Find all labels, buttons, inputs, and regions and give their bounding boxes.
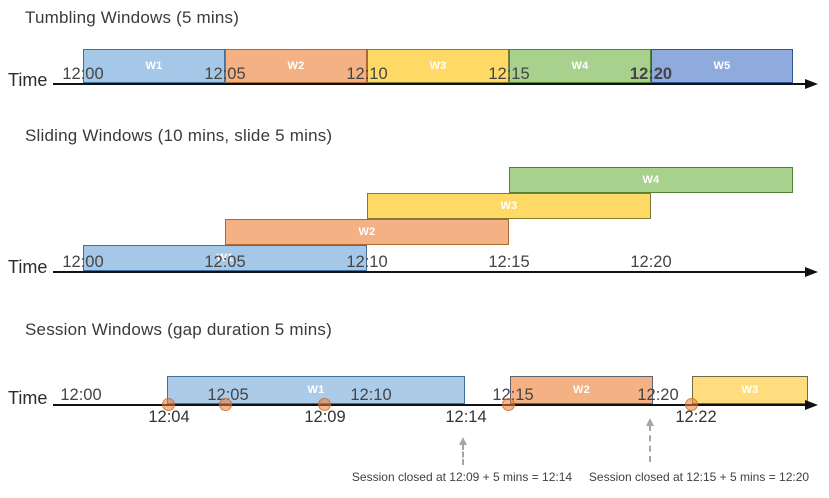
time-tick: 12:20 xyxy=(637,386,679,404)
sliding-time-axis xyxy=(53,271,810,273)
tumbling-window-w1: W1 xyxy=(83,49,225,83)
session-time-axis xyxy=(53,404,810,406)
session-window-w1: W1 xyxy=(167,376,465,404)
session-axis-label: Time xyxy=(8,388,48,408)
session-window-w2: W2 xyxy=(510,376,653,404)
time-tick: 12:20 xyxy=(630,253,672,271)
sliding-window-w3: W3 xyxy=(367,193,651,219)
sliding-axis-label: Time xyxy=(8,257,48,277)
time-tick: 12:00 xyxy=(60,386,102,404)
window-label: W5 xyxy=(713,60,731,72)
event-dot xyxy=(502,398,515,411)
dashed-arrow-line xyxy=(649,425,651,462)
time-tick: 12:05 xyxy=(204,253,246,271)
window-label: W2 xyxy=(358,226,376,238)
session-section-title: Session Windows (gap duration 5 mins) xyxy=(25,320,332,339)
dashed-arrow-icon xyxy=(646,418,654,426)
session-closed-annotation: Session closed at 12:15 + 5 mins = 12:20 xyxy=(588,470,810,484)
window-label: W3 xyxy=(741,384,759,396)
event-time-label: 12:14 xyxy=(445,408,487,426)
window-label: W4 xyxy=(642,174,660,186)
event-dot xyxy=(162,398,175,411)
time-tick: 12:00 xyxy=(62,253,104,271)
dashed-arrow-line xyxy=(462,444,464,465)
event-dot xyxy=(219,398,232,411)
window-label: W3 xyxy=(500,200,518,212)
sliding-window-w1: W1 xyxy=(83,245,367,271)
window-label: W4 xyxy=(571,60,589,72)
window-label: W1 xyxy=(216,252,234,264)
tumbling-window-w4: W4 xyxy=(509,49,651,83)
tumbling-window-w5: W5 xyxy=(651,49,793,83)
window-label: W2 xyxy=(287,60,305,72)
tumbling-window-w2: W2 xyxy=(225,49,367,83)
axis-arrowhead-icon xyxy=(805,79,818,89)
time-tick: 12:05 xyxy=(204,65,246,83)
tumbling-section-title: Tumbling Windows (5 mins) xyxy=(25,8,240,27)
time-tick: 12:15 xyxy=(488,65,530,83)
event-dot xyxy=(685,398,698,411)
window-label: W2 xyxy=(572,384,591,396)
session-window-w3: W3 xyxy=(692,376,808,404)
tumbling-time-axis xyxy=(53,83,810,85)
time-tick: 12:20 xyxy=(629,65,673,83)
sliding-window-w4: W4 xyxy=(509,167,793,193)
time-tick: 12:00 xyxy=(62,65,104,83)
event-dot xyxy=(318,398,331,411)
time-tick: 12:15 xyxy=(488,253,530,271)
session-closed-annotation: Session closed at 12:09 + 5 mins = 12:14 xyxy=(351,470,573,484)
dashed-arrow-icon xyxy=(459,437,467,445)
time-tick: 12:10 xyxy=(346,65,388,83)
sliding-window-w2: W2 xyxy=(225,219,509,245)
time-tick: 12:10 xyxy=(350,386,392,404)
event-time-label: 12:04 xyxy=(148,408,190,426)
time-tick: 12:05 xyxy=(207,386,249,404)
tumbling-window-w3: W3 xyxy=(367,49,509,83)
tumbling-axis-label: Time xyxy=(8,70,48,90)
event-time-label: 12:09 xyxy=(304,408,346,426)
window-label: W1 xyxy=(145,60,163,72)
window-label: W1 xyxy=(307,384,325,396)
axis-arrowhead-icon xyxy=(805,267,818,277)
time-tick: 12:10 xyxy=(346,253,388,271)
event-time-label: 12:22 xyxy=(675,408,717,426)
axis-arrowhead-icon xyxy=(805,400,818,410)
sliding-section-title: Sliding Windows (10 mins, slide 5 mins) xyxy=(25,126,333,145)
window-label: W3 xyxy=(429,60,447,72)
